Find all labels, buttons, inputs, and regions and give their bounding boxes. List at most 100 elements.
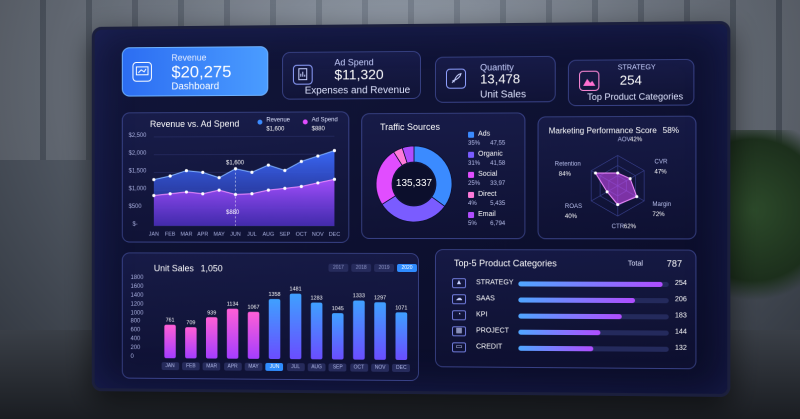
month-tab-dec[interactable]: DEC xyxy=(392,364,410,372)
point-revenue xyxy=(333,149,336,152)
point-ad-spend xyxy=(218,189,221,192)
x-tick-label: JAN xyxy=(149,232,159,238)
top5-categories-panel: Top-5 Product Categories Total 787 ▲ STRA… xyxy=(435,249,696,369)
kpi-title: Revenue xyxy=(171,53,206,63)
gauge-icon: ◔ xyxy=(452,310,466,320)
category-bar-fill xyxy=(518,281,662,287)
point-revenue xyxy=(201,171,204,174)
month-tab-jan[interactable]: JAN xyxy=(161,362,179,370)
radar-label: CTR xyxy=(612,224,625,230)
kpi-value: $11,320 xyxy=(334,66,383,82)
month-tab-apr[interactable]: APR xyxy=(224,363,242,371)
kpi-card-ad-spend[interactable]: Ad Spend $11,320 Expenses and Revenue xyxy=(282,51,421,100)
month-tab-sep[interactable]: SEP xyxy=(329,363,347,371)
legend-label: Email xyxy=(478,211,496,218)
category-bar-fill xyxy=(518,346,593,352)
traffic-legend: Ads 35% 47,55 Organic 31% 41,58 Social 25% 33,97… xyxy=(362,113,524,114)
bar-value-label: 1067 xyxy=(248,305,260,311)
bar xyxy=(353,301,365,360)
panel-title: Top-5 Product Categories xyxy=(454,258,557,268)
radar-point xyxy=(616,203,619,206)
mountain-image-icon: ▲ xyxy=(452,278,466,288)
legend-percent: 4% xyxy=(468,201,477,207)
legend-percent: 5% xyxy=(468,221,477,227)
bar xyxy=(248,312,260,359)
radar-value: 47% xyxy=(654,169,666,175)
kpi-card-strategy[interactable]: STRATEGY 254 Top Product Categories xyxy=(568,59,694,106)
kpi-title: STRATEGY xyxy=(618,64,656,71)
kpi-value: 254 xyxy=(620,72,642,87)
bar-value-label: 761 xyxy=(166,318,175,324)
point-ad-spend xyxy=(267,189,270,192)
point-revenue xyxy=(300,160,303,163)
month-tab-nov[interactable]: NOV xyxy=(371,364,389,372)
performance-radar-chart xyxy=(539,117,698,241)
kpi-card-quantity[interactable]: Quantity 13,478 Unit Sales xyxy=(435,56,556,103)
bar-value-label: 1071 xyxy=(395,305,407,311)
point-ad-spend xyxy=(333,178,336,181)
x-tick-label: SEP xyxy=(279,232,290,238)
legend-swatch xyxy=(468,172,474,178)
bar xyxy=(395,312,407,360)
legend-label: Organic xyxy=(478,151,503,158)
month-tab-jul[interactable]: JUL xyxy=(287,363,305,371)
x-tick-label: MAY xyxy=(214,232,226,238)
bar xyxy=(374,302,386,360)
radar-value: 72% xyxy=(652,212,664,218)
kpi-subtitle: Expenses and Revenue xyxy=(305,85,410,97)
x-tick-label: NOV xyxy=(312,232,324,238)
bar-value-label: 709 xyxy=(186,320,195,326)
mountain-image-icon xyxy=(579,71,599,91)
marketing-performance-panel: Marketing Performance Score 58% AOV 42% … xyxy=(538,116,697,240)
bar xyxy=(311,303,323,360)
bar xyxy=(332,313,344,359)
month-tab-oct[interactable]: OCT xyxy=(350,364,368,372)
kpi-value: 13,478 xyxy=(480,71,520,86)
point-revenue xyxy=(267,164,270,167)
legend-value: 41,58 xyxy=(490,161,505,167)
total-label: Total xyxy=(628,261,643,268)
month-tab-feb[interactable]: FEB xyxy=(182,362,200,370)
legend-label: Social xyxy=(478,171,497,178)
top5-rows: ▲ STRATEGY 254 ☁ SAAS 206 ◔ KPI 183 ▦ PROJECT 144 ▭ C… xyxy=(436,250,695,251)
radar-point xyxy=(629,177,632,180)
kpi-subtitle: Dashboard xyxy=(171,81,219,92)
point-ad-spend xyxy=(152,194,155,197)
kpi-card-revenue[interactable]: Revenue $20,275 Dashboard xyxy=(122,46,268,96)
radar-value: 84% xyxy=(559,172,571,178)
x-tick-label: OCT xyxy=(296,232,308,238)
radar-value: 42% xyxy=(630,137,642,143)
radar-label: CVR xyxy=(654,159,667,165)
category-label: KPI xyxy=(476,311,487,318)
radar-point xyxy=(616,172,619,175)
bar-value-label: 1045 xyxy=(332,306,344,312)
bar-value-label: 1481 xyxy=(290,287,302,293)
traffic-sources-panel: Traffic Sources 135,337 Ads 35% 47,55 Organ… xyxy=(361,112,525,239)
month-tab-jun[interactable]: JUN xyxy=(266,363,284,371)
bar-value-label: 1333 xyxy=(353,293,365,299)
legend-percent: 31% xyxy=(468,161,480,167)
x-tick-label: FEB xyxy=(165,232,176,238)
bar xyxy=(164,325,175,359)
month-tab-may[interactable]: MAY xyxy=(245,363,263,371)
radar-label: Retention xyxy=(555,162,581,168)
bar-value-label: 1134 xyxy=(227,302,239,308)
bar xyxy=(206,317,217,358)
point-ad-spend xyxy=(316,181,319,184)
point-ad-spend xyxy=(300,185,303,188)
revenue-vs-adspend-panel: Revenue vs. Ad Spend Revenue $1,600 Ad S… xyxy=(122,111,350,243)
x-tick-label: JUL xyxy=(247,232,257,238)
point-ad-spend xyxy=(201,192,204,195)
rocket-icon xyxy=(446,69,466,89)
x-tick-label: DEC xyxy=(329,232,341,238)
legend-swatch xyxy=(468,152,474,158)
category-bar-fill xyxy=(518,297,635,303)
bar xyxy=(269,299,281,359)
dashboard-screen: Revenue $20,275 Dashboard Ad Spend $11,3… xyxy=(92,21,731,397)
grid-icon: ▦ xyxy=(452,326,466,336)
month-tab-aug[interactable]: AUG xyxy=(308,363,326,371)
kpi-value: $20,275 xyxy=(171,62,231,82)
month-tab-mar[interactable]: MAR xyxy=(203,362,221,370)
category-value: 144 xyxy=(675,329,687,336)
category-value: 132 xyxy=(675,345,687,352)
